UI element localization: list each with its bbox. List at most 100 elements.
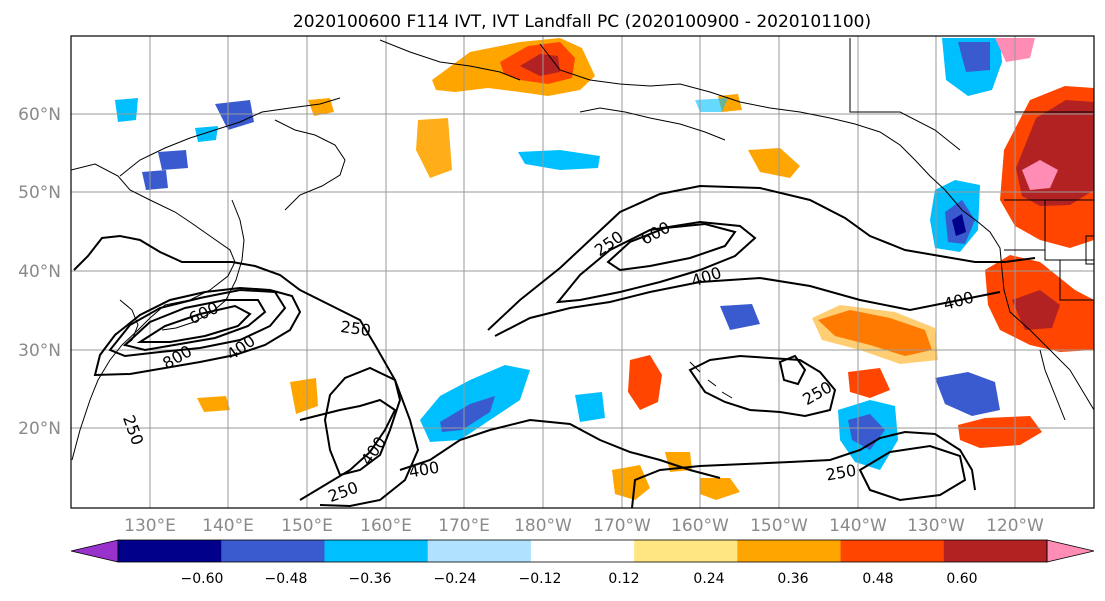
- colorbar-ticks: −0.60 −0.48 −0.36 −0.24 −0.12 0.12 0.24 …: [181, 571, 978, 587]
- border-states-3: [1059, 260, 1094, 301]
- lat-label: 20°N: [18, 419, 61, 439]
- contour-250-hawaii: [688, 354, 837, 418]
- longitude-labels: 130°E 140°E 150°E 160°E 170°E 180°W 170°…: [124, 516, 1044, 536]
- coastline-gulf-alaska: [769, 107, 946, 191]
- anomaly-east-negative-2: [935, 372, 1000, 416]
- anomaly-asia-negative-3: [115, 98, 138, 122]
- anomaly-central-negative: [575, 392, 605, 422]
- contour-250-west: [73, 234, 420, 508]
- contour-250-south-pacific: [631, 430, 976, 508]
- anomaly-calif-positive-core: [1012, 290, 1060, 330]
- anomaly-south-positive-3: [700, 478, 740, 500]
- anomaly-asia-negative-4: [158, 150, 188, 170]
- lon-label: 130°W: [907, 516, 965, 536]
- positive-anomaly-shading: [197, 38, 1094, 500]
- coastline-aleutians: [579, 107, 726, 141]
- contour-250-hawaii-inner: [778, 354, 807, 386]
- coastlines: [71, 38, 1094, 461]
- border-bc-alaska: [849, 38, 961, 151]
- colorbar-tick-label: 0.60: [946, 571, 977, 587]
- anomaly-gulf-positive: [748, 148, 800, 178]
- lon-label: 140°W: [829, 516, 887, 536]
- contour-400-asia: [108, 288, 287, 358]
- contour-400-south: [323, 366, 402, 477]
- border-states-5: [1085, 235, 1094, 265]
- colorbar-segment: [840, 540, 945, 562]
- contour-250-lower: [494, 276, 1001, 337]
- anomaly-alaska-negative: [695, 98, 728, 112]
- colorbar-tick-label: 0.24: [693, 571, 724, 587]
- anomaly-mid-negative: [720, 304, 760, 330]
- anomaly-aleut-positive: [416, 118, 452, 178]
- colorbar-tick-label: −0.12: [519, 571, 562, 587]
- ivt-contours: [73, 184, 1036, 508]
- anomaly-offshore-positive-rim: [812, 305, 938, 364]
- anomaly-asia-negative-1: [215, 100, 254, 130]
- contour-label: 250: [339, 317, 372, 340]
- colorbar-segment: [737, 540, 842, 562]
- lon-label: 180°W: [514, 516, 572, 536]
- colorbar-segment: [634, 540, 738, 562]
- contour-250-asia-outer: [93, 286, 302, 377]
- colorbar-frame: [117, 539, 1048, 563]
- colorbar-extend-max: [1046, 539, 1095, 563]
- anomaly-asia-negative-2: [142, 170, 168, 190]
- contour-400-jet: [555, 220, 757, 304]
- lon-label: 120°W: [986, 516, 1044, 536]
- colorbar: −0.60 −0.48 −0.36 −0.24 −0.12 0.12 0.24 …: [70, 539, 1095, 587]
- colorbar-segment: [324, 540, 429, 562]
- anomaly-aleut-negative: [518, 150, 600, 170]
- lat-label: 30°N: [18, 341, 61, 361]
- anomaly-asia-negative-5: [195, 126, 218, 142]
- negative-anomaly-shading: [115, 38, 1035, 470]
- lon-label: 160°W: [671, 516, 729, 536]
- coastline-siberia: [379, 39, 521, 81]
- lon-label: 130°E: [124, 516, 176, 536]
- anomaly-bc-negative-peak: [952, 214, 966, 236]
- coastline-kamchatka: [274, 119, 346, 211]
- lon-label: 160°E: [360, 516, 412, 536]
- map-gridlines: [71, 36, 1094, 508]
- latitude-labels: 60°N 50°N 40°N 30°N 20°N: [18, 105, 61, 439]
- anomaly-subtropic-positive: [958, 416, 1042, 448]
- colorbar-tick-label: −0.48: [265, 571, 308, 587]
- colorbar-tick-label: 0.12: [608, 571, 639, 587]
- colorbar-tick-label: −0.60: [181, 571, 224, 587]
- contour-600-asia: [122, 299, 267, 352]
- contour-600-jet: [606, 222, 737, 272]
- contour-400-south-east: [399, 418, 721, 479]
- lat-label: 40°N: [18, 262, 61, 282]
- colorbar-tick-label: −0.36: [349, 571, 392, 587]
- coastline-okhotsk: [119, 97, 341, 177]
- lon-label: 140°E: [202, 516, 254, 536]
- lon-label: 170°W: [593, 516, 651, 536]
- colorbar-tick-label: 0.36: [777, 571, 808, 587]
- lat-label: 50°N: [18, 183, 61, 203]
- map-panel: 250 600 400 400 250 800 600 400 250 400 …: [70, 35, 1095, 509]
- lon-label: 150°E: [281, 516, 333, 536]
- colorbar-tick-label: 0.48: [862, 571, 893, 587]
- coastline-baja: [1039, 349, 1066, 421]
- contour-800-asia: [136, 304, 252, 343]
- colorbar-segment: [427, 540, 532, 562]
- colorbar-segment: [118, 540, 222, 562]
- anomaly-kamchatka-positive: [308, 98, 334, 116]
- lat-label: 60°N: [18, 105, 61, 125]
- coastline-alaska-west: [539, 43, 771, 109]
- colorbar-segment: [943, 540, 1048, 562]
- contour-400-southeast: [858, 444, 967, 502]
- anomaly-bering-positive-peak: [520, 54, 560, 76]
- colorbar-segment: [221, 540, 325, 562]
- colorbar-segments: [70, 539, 1095, 563]
- figure-title: 2020100600 F114 IVT, IVT Landfall PC (20…: [293, 12, 871, 32]
- anomaly-west-positive-2: [197, 396, 230, 412]
- coastline-asia: [71, 163, 236, 461]
- anomaly-west-positive-1: [290, 378, 318, 414]
- contour-250-north-pacific: [487, 184, 1036, 331]
- map-frame: [70, 35, 1095, 509]
- coastline-na-west: [944, 189, 1094, 411]
- anomaly-hawaii-positive: [628, 355, 662, 410]
- colorbar-extend-min: [70, 539, 119, 563]
- lon-label: 150°W: [750, 516, 808, 536]
